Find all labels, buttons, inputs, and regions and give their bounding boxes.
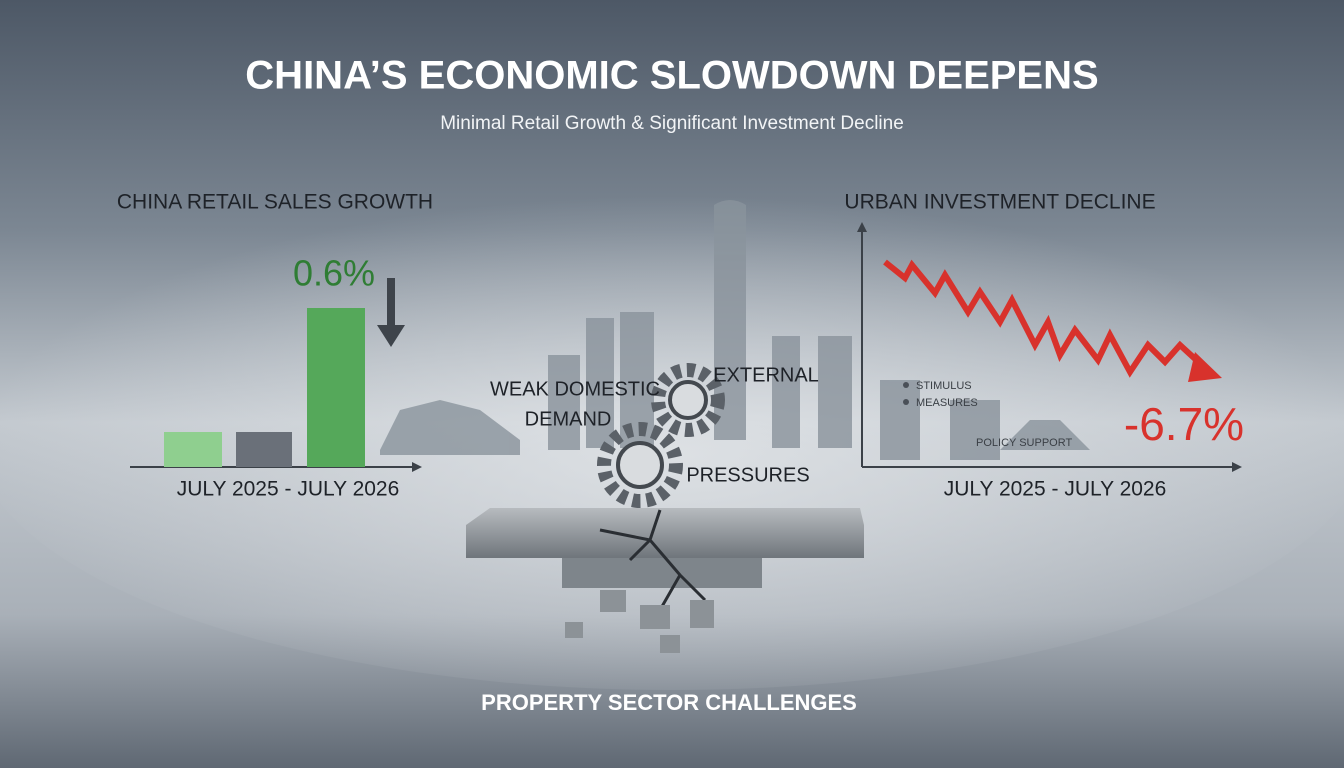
- driver-label: EXTERNAL: [713, 364, 819, 386]
- axis-arrow: [412, 462, 422, 472]
- value-label: -6.7%: [1124, 398, 1244, 450]
- driver-label: DEMAND: [525, 408, 612, 430]
- legend-label: STIMULUS: [916, 380, 972, 392]
- axis-arrow: [857, 222, 867, 232]
- panel-title: URBAN INVESTMENT DECLINE: [844, 191, 1155, 214]
- slab-base: [562, 558, 762, 588]
- note-label: POLICY SUPPORT: [976, 437, 1072, 449]
- bar: [307, 308, 365, 467]
- trend-line: [883, 259, 1208, 378]
- skyline: [380, 200, 1090, 460]
- trend-arrow: [1188, 352, 1222, 382]
- axis-arrow: [1232, 462, 1242, 472]
- down-arrow: [377, 278, 405, 347]
- panel-title: CHINA RETAIL SALES GROWTH: [117, 191, 433, 214]
- bar: [236, 432, 292, 467]
- value-label: 0.6%: [293, 253, 375, 294]
- gears: [597, 363, 725, 508]
- bar: [164, 432, 222, 467]
- caption: PROPERTY SECTOR CHALLENGES: [481, 690, 857, 715]
- cracks: [599, 509, 707, 611]
- driver-label: PRESSURES: [686, 464, 809, 486]
- legend-dot: [903, 382, 909, 388]
- title: CHINA’S ECONOMIC SLOWDOWN DEEPENS: [245, 54, 1098, 98]
- subtitle: Minimal Retail Growth & Significant Inve…: [440, 113, 904, 134]
- legend-dot: [903, 399, 909, 405]
- gear-hubs: [616, 380, 708, 489]
- legend-label: MEASURES: [916, 397, 978, 409]
- period-label: JULY 2025 - JULY 2026: [177, 478, 400, 501]
- driver-label: WEAK DOMESTIC: [490, 378, 660, 400]
- cracked-slab: [466, 508, 864, 558]
- period-label: JULY 2025 - JULY 2026: [944, 478, 1167, 501]
- debris: [565, 590, 714, 653]
